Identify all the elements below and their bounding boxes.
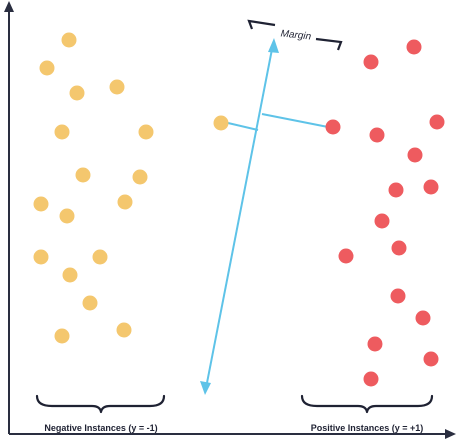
negative-curly-brace [35, 394, 166, 414]
negative-point [33, 196, 49, 212]
negative-point [62, 267, 78, 283]
negative-point [54, 124, 70, 140]
positive-point [429, 114, 445, 130]
positive-instances-label: Positive Instances (y = +1) [311, 423, 424, 433]
positive-points [325, 39, 445, 387]
negative-point [117, 194, 133, 210]
positive-point [363, 371, 379, 387]
negative-point [39, 60, 55, 76]
negative-point [61, 32, 77, 48]
y-axis-arrow-icon [4, 1, 14, 12]
negative-point [92, 249, 108, 265]
boundary-arrow-bottom-icon [200, 381, 211, 395]
positive-point [406, 39, 422, 55]
negative-point [33, 249, 49, 265]
axes [4, 1, 456, 439]
positive-point [367, 336, 383, 352]
margin-bracket [247, 19, 276, 30]
positive-point [423, 179, 439, 195]
positive-curly-brace [300, 394, 434, 414]
positive-point [363, 54, 379, 70]
positive-point [391, 240, 407, 256]
boundary-arrow-top-icon [268, 38, 279, 53]
negative-point [82, 295, 98, 311]
positive-point [407, 147, 423, 163]
positive-point [415, 310, 431, 326]
positive-point [390, 288, 406, 304]
decision-boundary [200, 38, 279, 395]
positive-point [388, 182, 404, 198]
support-line-positive [261, 113, 329, 128]
negative-point [69, 85, 85, 101]
negative-point [213, 115, 229, 131]
positive-point [374, 213, 390, 229]
negative-point [132, 169, 148, 185]
negative-point [109, 79, 125, 95]
negative-point [75, 167, 91, 183]
negative-points [33, 32, 229, 344]
x-axis-arrow-icon [445, 429, 456, 439]
margin-bracket-right [315, 37, 343, 51]
negative-point [116, 322, 132, 338]
margin-label: Margin [280, 28, 312, 42]
negative-point [138, 124, 154, 140]
negative-instances-label: Negative Instances (y = -1) [44, 423, 157, 433]
negative-point [54, 328, 70, 344]
margin-annotation: Margin [247, 19, 343, 51]
boundary-line [205, 43, 274, 389]
support-line-negative [227, 122, 259, 131]
negative-point [59, 208, 75, 224]
positive-point [338, 248, 354, 264]
positive-point [325, 119, 341, 135]
positive-point [423, 351, 439, 367]
positive-point [369, 127, 385, 143]
